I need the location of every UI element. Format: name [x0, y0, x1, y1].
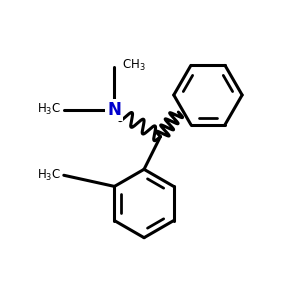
Text: H$_3$C: H$_3$C — [37, 168, 61, 183]
Text: CH$_3$: CH$_3$ — [122, 58, 146, 73]
Text: N: N — [107, 101, 121, 119]
Text: H$_3$C: H$_3$C — [37, 102, 61, 117]
